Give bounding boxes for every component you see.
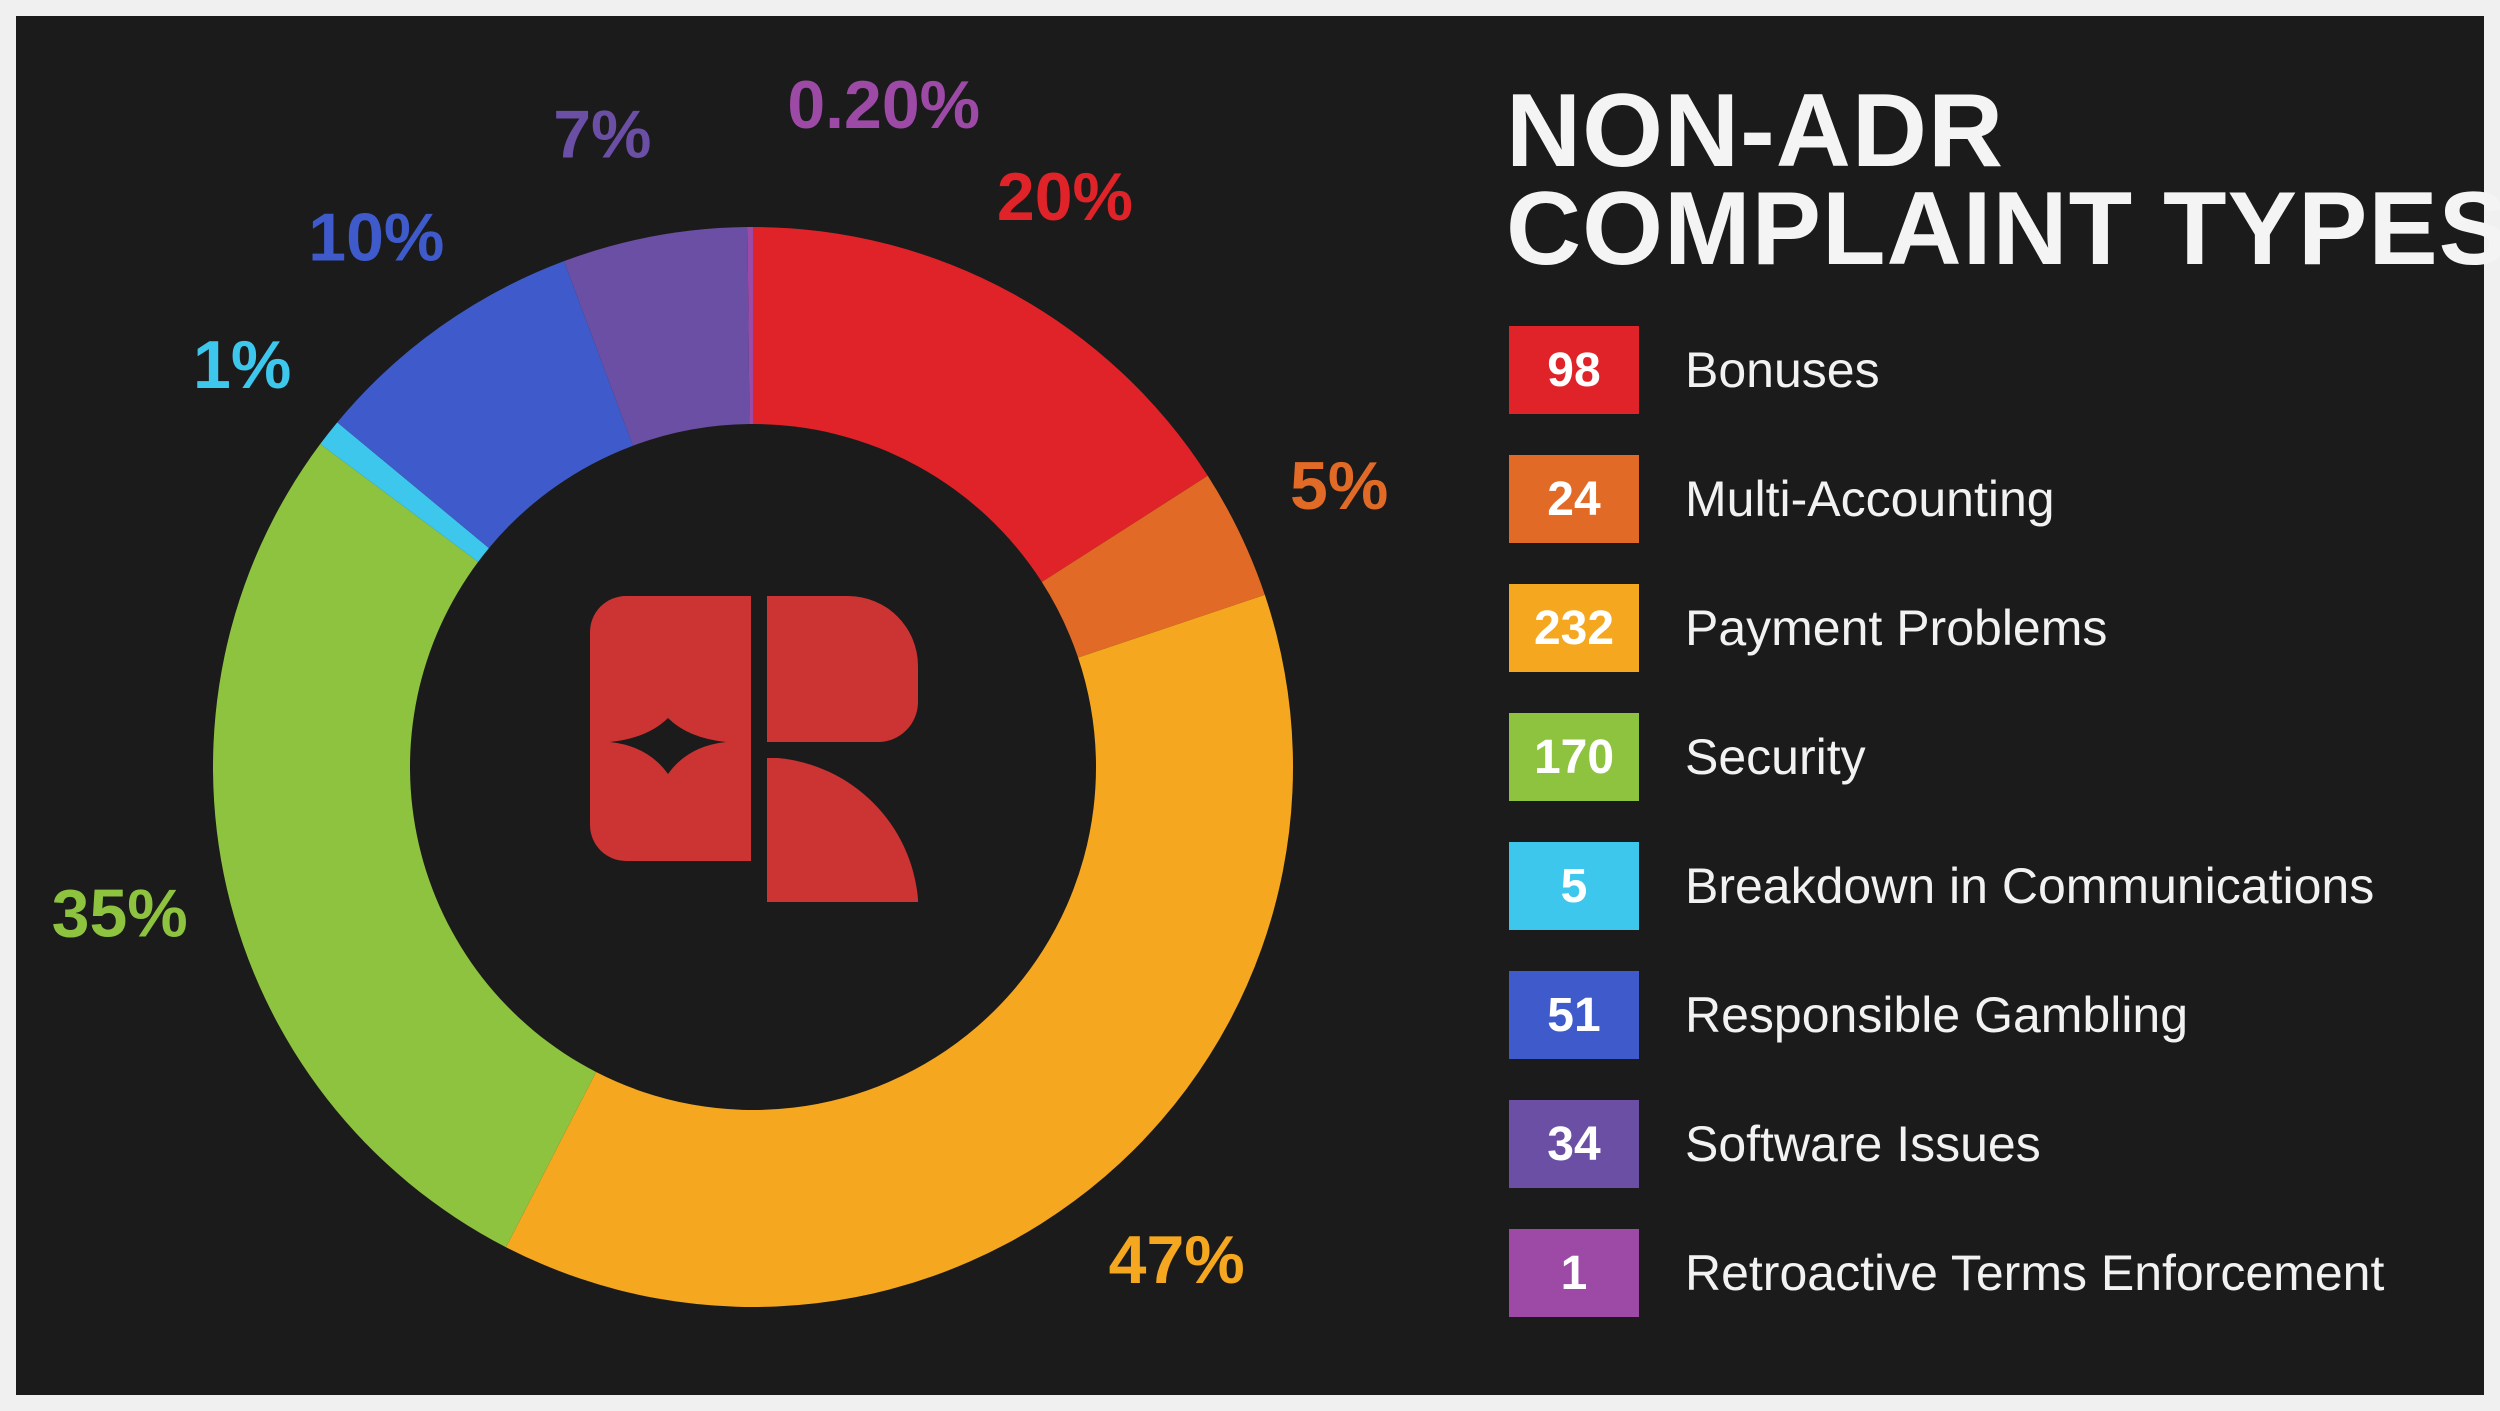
legend-item-security: 170 Security <box>1509 713 2489 801</box>
legend-item-bonuses: 98 Bonuses <box>1509 326 2489 414</box>
donut-slice-multi-accounting <box>1041 475 1265 658</box>
donut-slice-retroactive-terms-enforcement <box>747 227 753 425</box>
donut-chart: 20% 5% 47% 35% 1%10% 7% 0.20% <box>52 67 1388 1307</box>
legend-count-badge: 34 <box>1509 1100 1639 1188</box>
donut-slice-bonuses <box>753 227 1208 583</box>
percent-label: 35% <box>52 875 188 951</box>
legend-label: Retroactive Terms Enforcement <box>1685 1245 2385 1301</box>
legend-item-breakdown-in-communications: 5 Breakdown in Communications <box>1509 842 2489 930</box>
chart-title: NON-ADR COMPLAINT TYPES <box>1506 73 2500 287</box>
legend-item-software-issues: 34 Software Issues <box>1509 1100 2489 1188</box>
percent-label: 0.20% <box>787 67 980 143</box>
donut-slice-payment-problems <box>506 594 1294 1307</box>
percent-label: 1% <box>193 327 291 403</box>
donut-slice-software-issues <box>563 227 750 446</box>
legend-count-badge: 98 <box>1509 326 1639 414</box>
legend-label: Multi-Accounting <box>1685 471 2055 527</box>
legend-label: Security <box>1685 729 1866 785</box>
legend-count-badge: 232 <box>1509 584 1639 672</box>
legend-count-badge: 5 <box>1509 842 1639 930</box>
legend-count-badge: 170 <box>1509 713 1639 801</box>
legend-label: Bonuses <box>1685 342 1880 398</box>
infographic-panel: 20% 5% 47% 35% 1% 10% 7% 0.20% NON-ADR COMPLAIN… <box>16 16 2500 1395</box>
legend-item-payment-problems: 232 Payment Problems <box>1509 584 2489 672</box>
percent-label: 5% <box>1290 448 1388 524</box>
percent-label: 20% <box>997 159 1133 235</box>
logo-right-shape <box>767 596 918 902</box>
legend-count-badge: 1 <box>1509 1229 1639 1317</box>
legend-item-responsible-gambling: 51 Responsible Gambling <box>1509 971 2489 1059</box>
legend-label: Payment Problems <box>1685 600 2108 656</box>
legend-item-multi-accounting: 24 Multi-Accounting <box>1509 455 2489 543</box>
percent-label: 7% <box>553 97 651 173</box>
legend-count-badge: 51 <box>1509 971 1639 1059</box>
donut-slice-breakdown-in-communications <box>320 422 489 562</box>
legend-count-badge: 24 <box>1509 455 1639 543</box>
donut-slice-security <box>212 444 597 1248</box>
logo-left-shape <box>590 596 751 861</box>
title-line-1: NON-ADR <box>1506 73 2005 189</box>
casino-guru-logo <box>590 596 918 902</box>
legend-label: Breakdown in Communications <box>1685 858 2375 914</box>
legend-item-retroactive-terms-enforcement: 1 Retroactive Terms Enforcement <box>1509 1229 2489 1317</box>
percent-label: 10% <box>308 199 444 275</box>
donut-slice-responsible-gambling <box>337 261 633 549</box>
legend-label: Software Issues <box>1685 1116 2041 1172</box>
legend-label: Responsible Gambling <box>1685 987 2189 1043</box>
percent-label: 47% <box>1109 1222 1245 1298</box>
title-line-2: COMPLAINT TYPES <box>1506 171 2500 287</box>
